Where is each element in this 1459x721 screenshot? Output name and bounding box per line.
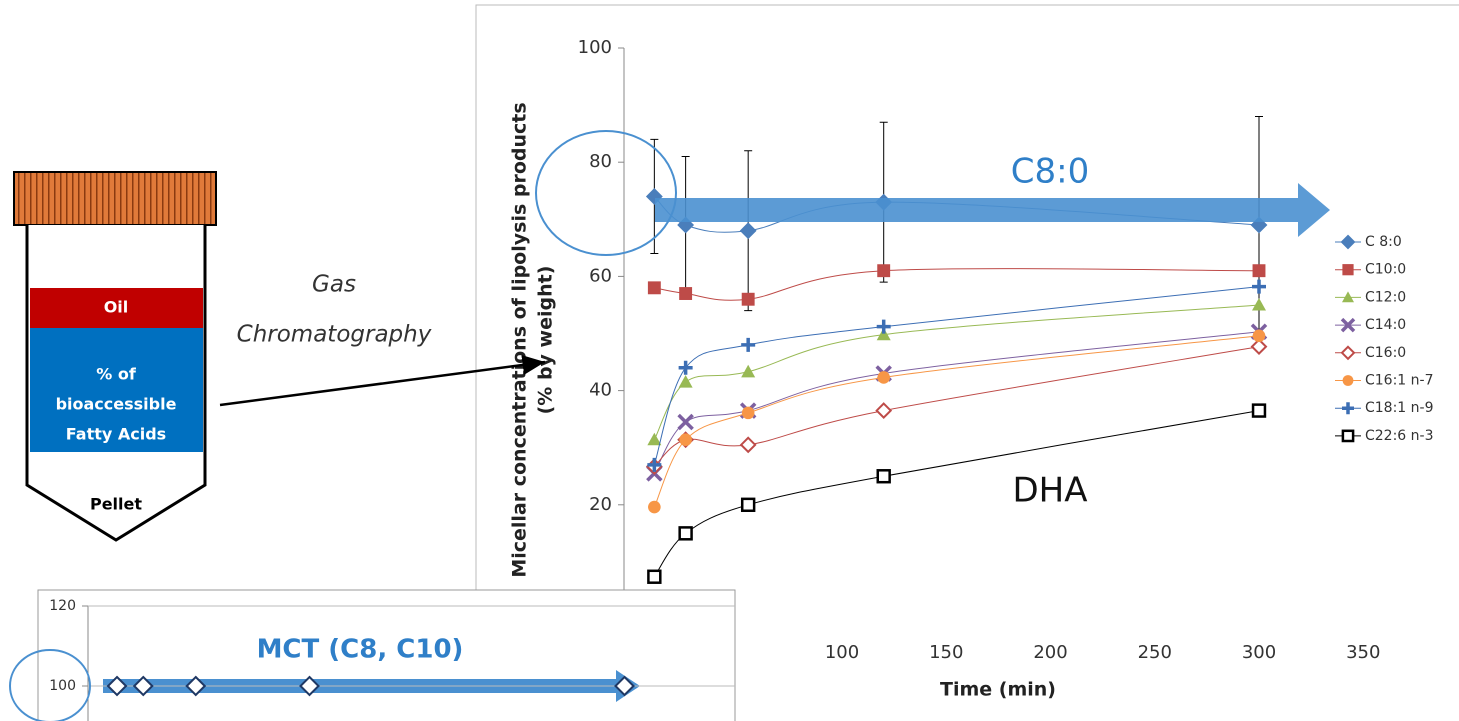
point [614,675,635,697]
legend-marker [1342,402,1354,415]
legend-marker [1340,345,1356,361]
point [647,281,661,295]
main-chart: 20 40 60 80 100 100 150 200 250 300 350 C 8:0 C10:0 C… [509,37,1434,721]
annotation: C8:0 [1011,152,1089,192]
point [877,264,891,278]
legend-marker [1340,317,1356,333]
point [741,406,755,420]
fraction-label: Fatty Acids [66,425,166,444]
highlight-circle [9,649,91,721]
legend-marker [1342,375,1354,386]
y-tick-label: 100 [49,678,76,694]
fraction-label: bioaccessible [56,395,177,414]
y-tick-label: 60 [589,265,612,286]
series-line [653,286,1260,465]
point [876,319,891,334]
legend-label: C10:0 [1365,262,1406,278]
x-axis-label: Time (min) [940,679,1056,701]
y-tick-label: 40 [589,380,612,401]
x-tick-label: 250 [1138,642,1172,663]
point [679,433,692,447]
oil-label: Oil [104,298,129,317]
point [876,327,891,341]
point [739,222,757,240]
oil-layer [30,288,203,328]
fraction-label: % of [96,365,137,384]
point [1252,264,1266,278]
legend-label: C16:1 n-7 [1365,373,1434,389]
tube: Oil % of bioaccessible Fatty Acids Pelle… [13,171,217,542]
point [1252,279,1266,294]
x-tick-label: 350 [1346,642,1380,663]
legend-marker [1342,264,1354,276]
legend-label: C14:0 [1365,317,1406,333]
legend-label: C12:0 [1365,289,1406,305]
point [648,500,661,514]
point [739,436,757,454]
method-label: Chromatography [237,322,432,348]
tube-cap [13,171,217,226]
legend-marker [1341,429,1355,443]
x-tick-label: 150 [929,642,963,663]
point [741,337,756,352]
connector-arrow [219,355,546,407]
point [106,675,128,697]
point [678,526,693,541]
y-axis-label: (% by weight) [535,266,557,415]
point [677,413,694,431]
point [678,360,693,375]
highlight-arrow [655,183,1330,237]
inset-chart: 100 120 MCT (C8, C10) [9,589,736,721]
point [876,469,891,484]
point [1250,338,1268,356]
legend-marker [1342,291,1354,303]
x-tick-label: 100 [825,642,859,663]
point [185,675,207,697]
annotation: MCT (C8, C10) [257,635,464,665]
legend-label: C22:6 n-3 [1365,428,1434,444]
legend-label: C18:1 n-9 [1365,400,1434,416]
point [299,675,320,697]
point [132,675,154,697]
method-label: Gas [312,272,356,298]
micellar-layer [30,328,203,452]
y-axis-label: Micellar concentrations of lipolysis pro… [509,102,531,577]
point [877,371,890,384]
point [679,287,693,300]
point [1251,403,1267,418]
y-tick-label: 80 [589,151,612,172]
point [741,364,756,378]
point [647,432,662,446]
highlight-circle [535,130,677,256]
pellet-label: Pellet [90,495,142,514]
legend-label: C 8:0 [1365,234,1402,250]
point [678,375,693,388]
y-tick-label: 120 [49,598,76,614]
y-tick-label: 100 [578,37,612,58]
x-tick-label: 300 [1242,642,1276,663]
point [647,457,662,472]
point [1252,297,1266,311]
x-tick-label: 200 [1033,642,1067,663]
point [741,292,755,306]
point [1252,329,1266,343]
point [647,569,662,584]
legend-marker [1340,234,1356,250]
legend-label: C16:0 [1365,345,1406,361]
annotation: DHA [1012,471,1087,511]
point [875,402,893,419]
point [740,497,756,513]
y-tick-label: 20 [589,494,612,515]
